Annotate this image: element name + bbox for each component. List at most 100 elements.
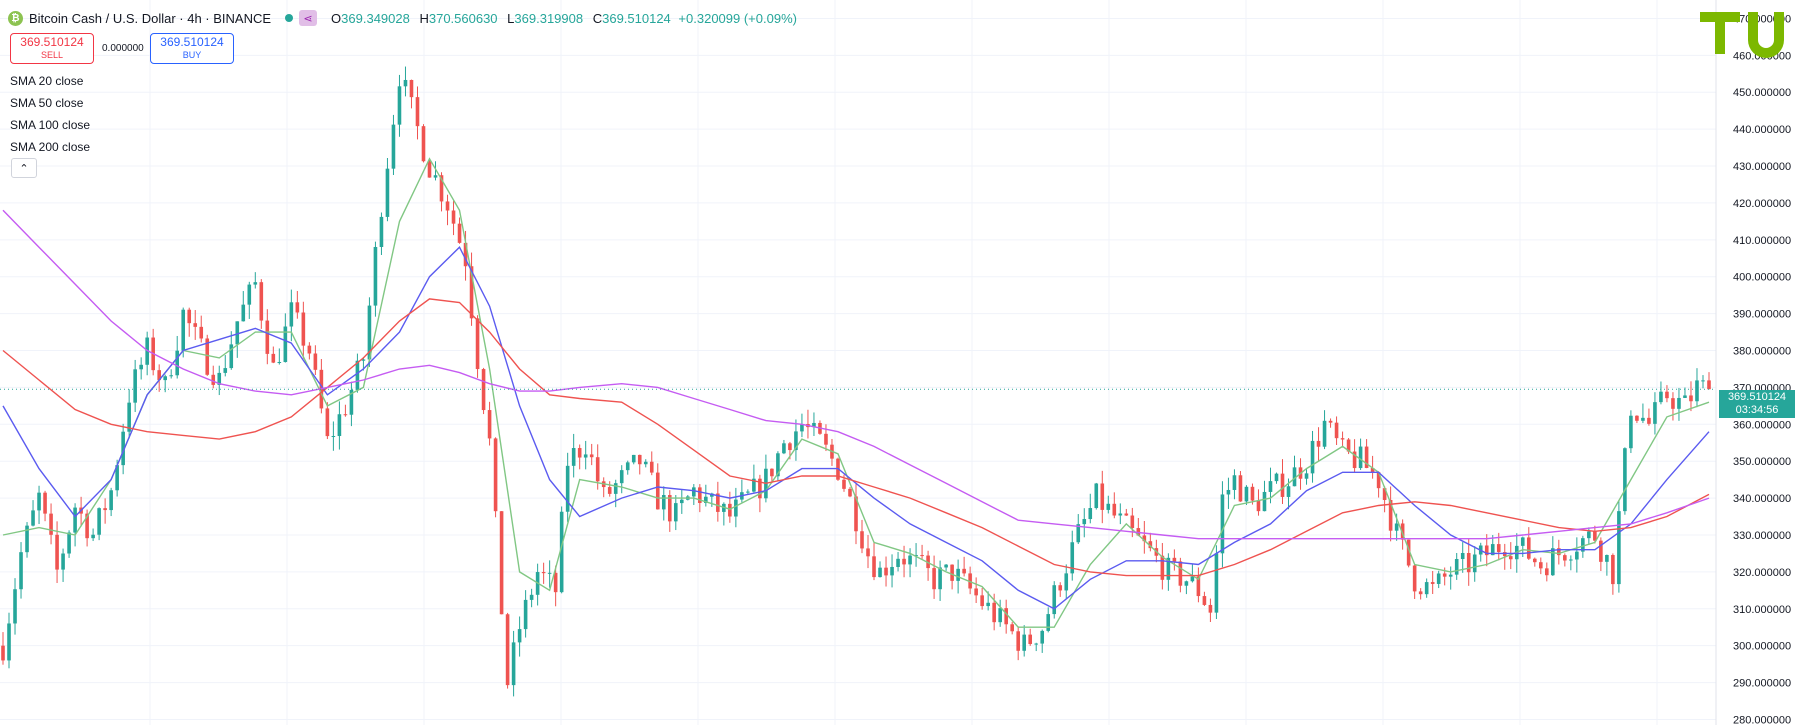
candle-body bbox=[932, 568, 936, 590]
candle-body bbox=[1490, 544, 1495, 556]
candle-body bbox=[1292, 467, 1297, 487]
candle-body bbox=[1058, 585, 1063, 591]
candle-body bbox=[355, 360, 360, 390]
candle-body bbox=[1202, 596, 1207, 605]
open-value: 369.349028 bbox=[341, 10, 410, 26]
candle-body bbox=[1184, 581, 1189, 586]
y-tick-label: 300.000000 bbox=[1733, 641, 1791, 653]
sma-line-20 bbox=[2, 157, 1710, 628]
candle-body bbox=[1148, 541, 1153, 549]
candle-body bbox=[505, 614, 510, 686]
candle-body bbox=[1268, 481, 1273, 492]
candle-body bbox=[1538, 562, 1543, 569]
sma-line-100 bbox=[2, 298, 1710, 577]
candle-body bbox=[1526, 537, 1531, 559]
candle-body bbox=[181, 309, 186, 351]
candle-body bbox=[944, 564, 948, 568]
candle-body bbox=[1370, 467, 1375, 473]
candle-body bbox=[1034, 643, 1039, 645]
candle-body bbox=[241, 304, 246, 322]
y-tick-label: 310.000000 bbox=[1733, 604, 1791, 616]
candle-body bbox=[361, 359, 366, 361]
indicator-sma-200[interactable]: SMA 200 close bbox=[10, 140, 91, 154]
spread-value: 0.000000 bbox=[102, 43, 144, 54]
trade-panel: 369.510124 SELL 0.000000 369.510124 BUY bbox=[10, 33, 234, 64]
candle-body bbox=[776, 453, 780, 477]
candle-body bbox=[1166, 557, 1171, 580]
candle-body bbox=[1617, 511, 1621, 585]
candle-body bbox=[926, 555, 930, 569]
candle-body bbox=[595, 457, 600, 482]
buy-button[interactable]: 369.510124 BUY bbox=[150, 33, 234, 64]
candle-body bbox=[523, 599, 528, 630]
candle-body bbox=[782, 443, 786, 454]
candle-body bbox=[433, 175, 438, 178]
candle-body bbox=[998, 608, 1002, 623]
candle-body bbox=[1124, 513, 1129, 516]
indicator-sma-50[interactable]: SMA 50 close bbox=[10, 96, 84, 110]
sma-line-50 bbox=[2, 246, 1710, 610]
candle-body bbox=[577, 448, 582, 458]
candle-body bbox=[1508, 556, 1513, 560]
candle-body bbox=[1136, 528, 1141, 536]
candle-body bbox=[1358, 446, 1363, 469]
candle-body bbox=[217, 372, 222, 385]
candle-body bbox=[884, 567, 888, 576]
candle-body bbox=[403, 79, 408, 87]
candle-body bbox=[199, 326, 204, 339]
low-value: 369.319908 bbox=[514, 10, 584, 26]
collapse-legend-button[interactable]: ⌃ bbox=[11, 158, 37, 178]
candle-body bbox=[451, 210, 456, 224]
candle-body bbox=[1460, 552, 1465, 560]
sell-button[interactable]: 369.510124 SELL bbox=[10, 33, 94, 64]
close-label: C bbox=[592, 10, 603, 26]
candle-body bbox=[73, 507, 77, 533]
candle-body bbox=[667, 495, 672, 522]
candle-body bbox=[902, 558, 906, 565]
candle-body bbox=[19, 552, 23, 590]
candle-body bbox=[1118, 513, 1123, 516]
candle-body bbox=[1611, 554, 1615, 585]
candle-body bbox=[367, 305, 372, 360]
candle-body bbox=[1328, 420, 1333, 423]
indicator-sma-20[interactable]: SMA 20 close bbox=[10, 74, 84, 88]
candle-body bbox=[385, 168, 390, 217]
candle-body bbox=[1412, 565, 1417, 592]
candle-body bbox=[475, 318, 480, 370]
candle-body bbox=[1382, 488, 1387, 500]
candle-body bbox=[163, 376, 167, 381]
candle-body bbox=[848, 488, 852, 497]
y-tick-label: 350.000000 bbox=[1733, 456, 1791, 468]
sell-price: 369.510124 bbox=[20, 34, 84, 49]
candle-body bbox=[409, 79, 414, 98]
candle-body bbox=[643, 461, 648, 465]
share-icon[interactable]: ⋖ bbox=[299, 10, 318, 26]
candle-body bbox=[271, 353, 276, 363]
candle-body bbox=[1088, 508, 1093, 520]
symbol-title[interactable]: Bitcoin Cash / U.S. Dollar · 4h · BINANC… bbox=[29, 10, 272, 26]
y-tick-label: 320.000000 bbox=[1733, 567, 1791, 579]
candle-body bbox=[1352, 451, 1357, 469]
indicator-sma-100[interactable]: SMA 100 close bbox=[10, 118, 91, 132]
candle-body bbox=[469, 266, 474, 319]
candle-body bbox=[1623, 448, 1627, 512]
price-axis[interactable]: 280.000000 290.000000 300.000000 310.000000… bbox=[1733, 13, 1791, 725]
candle-body bbox=[1262, 491, 1267, 512]
candle-body bbox=[788, 443, 792, 451]
candle-body bbox=[1707, 380, 1711, 390]
candle-body bbox=[7, 623, 11, 661]
candle-body bbox=[1665, 391, 1669, 399]
candle-body bbox=[1010, 624, 1014, 632]
candle-body bbox=[445, 201, 450, 211]
candle-body bbox=[499, 511, 504, 615]
candle-body bbox=[1641, 417, 1645, 421]
brand-logo bbox=[1700, 12, 1784, 58]
candle-body bbox=[1581, 538, 1585, 552]
candle-body bbox=[415, 97, 420, 127]
candle-body bbox=[1208, 604, 1213, 613]
y-tick-label: 360.000000 bbox=[1733, 419, 1791, 431]
candle-body bbox=[1028, 634, 1033, 645]
candle-body bbox=[920, 555, 924, 557]
y-tick-label: 420.000000 bbox=[1733, 198, 1791, 210]
